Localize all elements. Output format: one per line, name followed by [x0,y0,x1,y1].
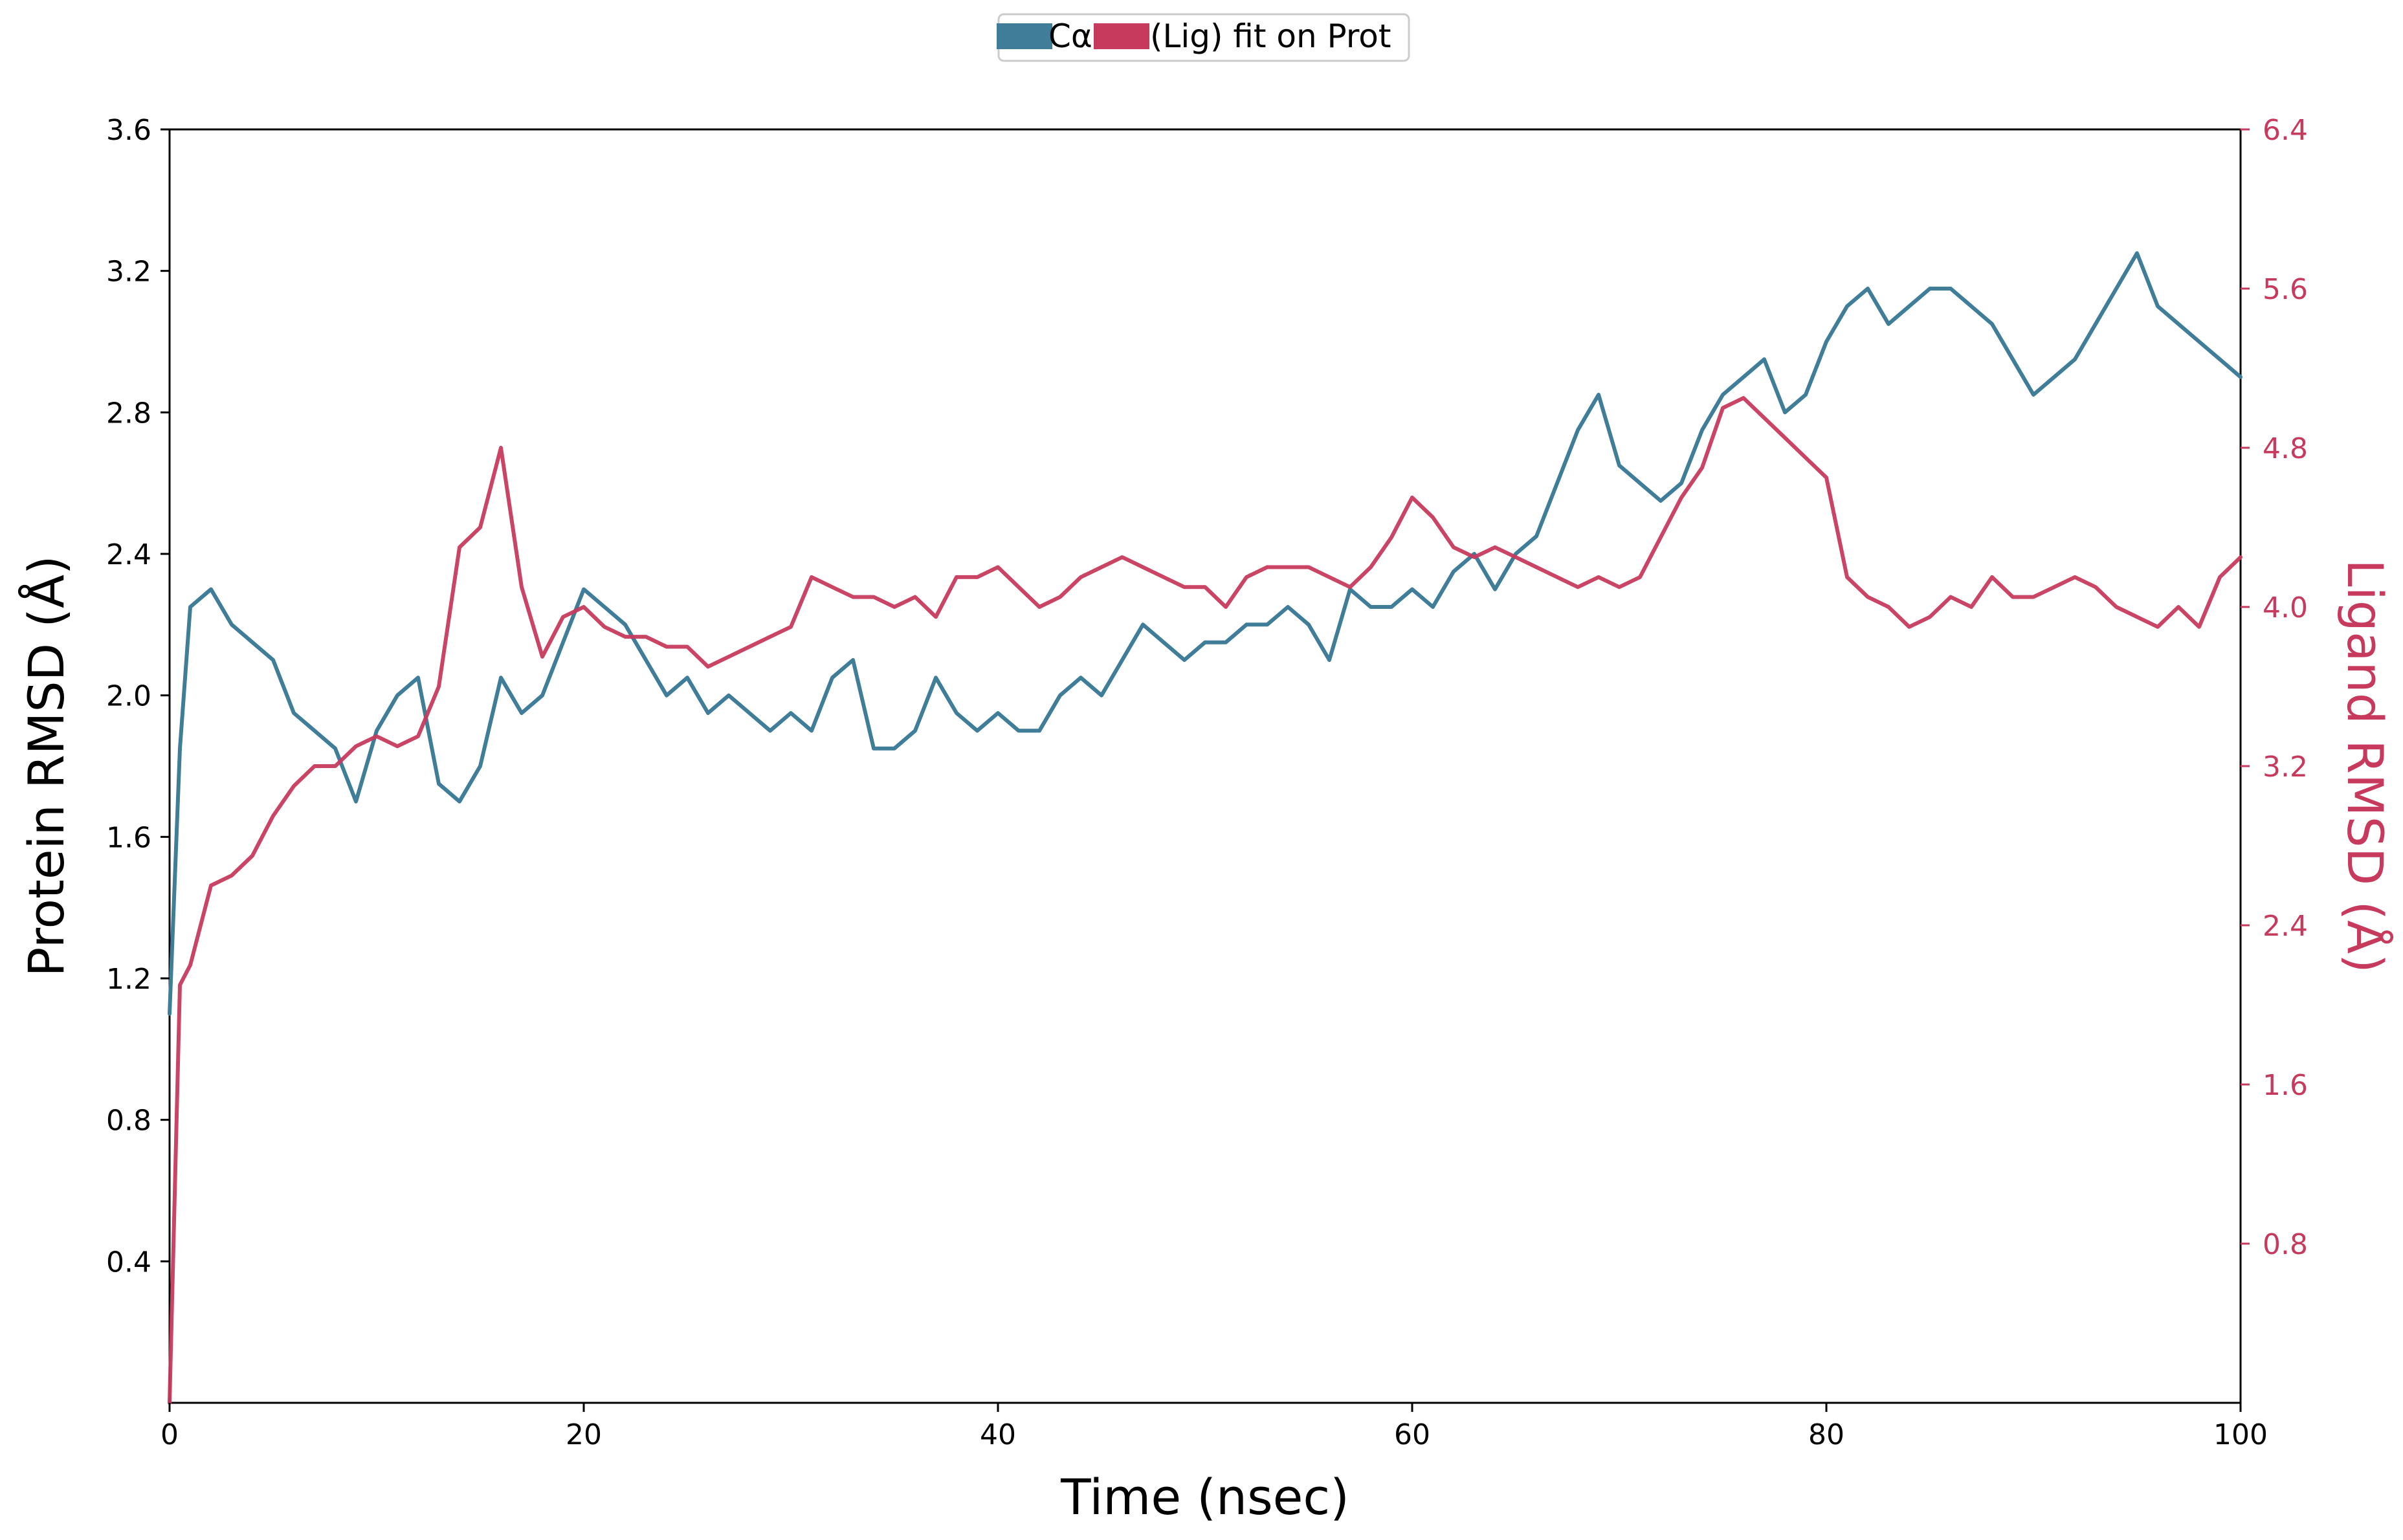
left-y-tick-label: 0.4 [106,1246,151,1279]
left-y-tick-label: 2.8 [106,397,151,430]
legend-swatch-ligand [1094,23,1149,49]
right-y-axis-ticks: 0.8 1.6 2.4 3.2 4.0 4.8 5.6 6.4 [2241,114,2308,1261]
legend: Cα (Lig) fit on Prot [997,13,1410,62]
right-y-tick-label: 1.6 [2263,1069,2308,1102]
left-y-tick-label: 0.8 [106,1105,151,1138]
left-y-tick-label: 2.0 [106,680,151,713]
legend-swatch-calpha [997,23,1052,49]
right-y-tick-label: 3.2 [2263,751,2308,784]
right-y-tick-label: 4.0 [2263,591,2308,624]
left-y-tick-label: 1.6 [106,821,151,854]
left-y-tick-label: 1.2 [106,963,151,996]
left-y-tick-label: 3.6 [106,114,151,147]
x-axis-ticks: 0 20 40 60 80 100 [161,1403,2268,1451]
x-tick-label: 40 [980,1418,1016,1451]
legend-label-ligand: (Lig) fit on Prot [1150,17,1391,55]
series-line-ligand [168,396,2242,1405]
x-tick-label: 0 [161,1418,179,1451]
left-y-axis-ticks: 0.4 0.8 1.2 1.6 2.0 2.4 2.8 3.2 3.6 [106,114,170,1279]
right-y-tick-label: 2.4 [2263,910,2308,943]
x-tick-label: 20 [566,1418,602,1451]
x-axis-title: Time (nsec) [1060,1468,1349,1526]
x-tick-label: 60 [1394,1418,1430,1451]
right-y-tick-label: 0.8 [2263,1228,2308,1261]
right-y-tick-label: 4.8 [2263,432,2308,465]
x-tick-label: 100 [2213,1418,2268,1451]
x-tick-label: 80 [1808,1418,1844,1451]
right-y-axis-title: Ligand RMSD (Å) [2336,559,2394,973]
legend-label-calpha: Cα [1048,17,1092,55]
left-y-tick-label: 2.4 [106,538,151,571]
left-y-tick-label: 3.2 [106,256,151,289]
series-layer [168,251,2242,1405]
right-y-tick-label: 6.4 [2263,114,2308,147]
left-y-axis-title: Protein RMSD (Å) [17,555,75,976]
series-line-calpha [168,251,2242,1016]
right-y-tick-label: 5.6 [2263,273,2308,306]
